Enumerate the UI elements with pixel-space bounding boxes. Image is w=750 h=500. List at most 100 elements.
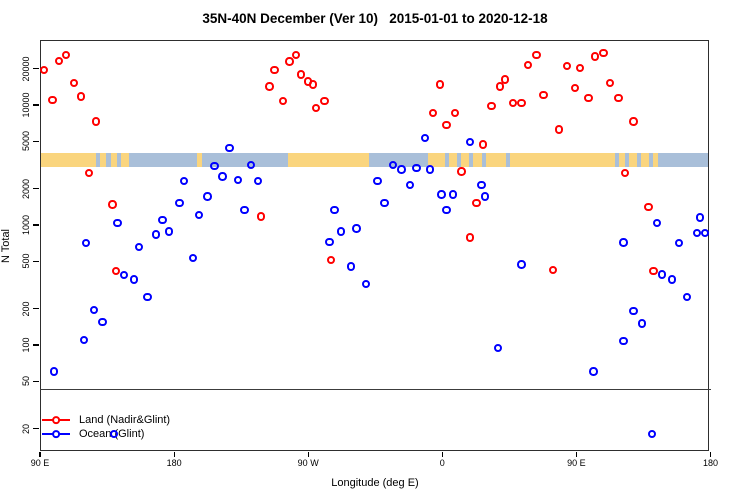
data-point-ocean [437, 190, 446, 199]
data-point-ocean [412, 163, 421, 173]
data-point-ocean [119, 270, 129, 280]
plot-area [40, 40, 709, 451]
data-point-land [532, 50, 541, 59]
strip-ocean-segment [96, 153, 101, 168]
data-point-ocean [667, 275, 677, 284]
data-point-land [76, 92, 85, 101]
strip-land-segment [619, 153, 626, 168]
data-point-ocean [188, 253, 197, 262]
legend-label-land: Land (Nadir&Glint) [79, 414, 171, 426]
strip-land-segment [486, 153, 507, 168]
data-point-land [570, 83, 580, 93]
data-point-land [84, 168, 94, 178]
data-point-ocean [493, 343, 503, 353]
data-point-land [320, 96, 329, 106]
data-point-ocean [347, 262, 356, 271]
data-point-ocean [380, 198, 389, 208]
data-point-land [590, 52, 600, 61]
data-point-ocean [682, 292, 691, 302]
data-point-land [270, 65, 279, 75]
data-point-land [620, 168, 630, 178]
data-point-land [517, 98, 526, 108]
data-point-land [54, 57, 64, 66]
data-point-land [614, 93, 623, 103]
data-point-ocean [362, 279, 371, 289]
data-point-ocean [180, 177, 189, 186]
data-point-land [39, 65, 49, 75]
strip-land-segment [653, 153, 659, 168]
data-point-land [465, 233, 475, 242]
plot-separator-line [40, 388, 711, 391]
strip-land-segment [110, 153, 118, 168]
data-point-land [555, 125, 564, 134]
data-point-land [457, 167, 466, 176]
data-point-ocean [425, 165, 435, 174]
data-point-ocean [480, 192, 489, 201]
data-point-land [435, 80, 444, 89]
strip-ocean-segment [456, 153, 462, 168]
y-tick-mark [33, 140, 39, 142]
strip-land-segment [41, 153, 97, 168]
data-point-land [450, 108, 459, 117]
data-point-land [69, 78, 79, 88]
x-tick-mark [441, 452, 443, 457]
data-point-land [575, 63, 585, 72]
data-point-ocean [619, 238, 628, 247]
data-point-ocean [405, 180, 414, 190]
strip-land-segment [449, 153, 458, 168]
data-point-land [285, 57, 294, 66]
x-tick-mark [307, 452, 309, 457]
data-point-land [108, 200, 117, 209]
strip-ocean-segment [444, 153, 450, 168]
x-tick-mark [39, 452, 41, 457]
strip-ocean-segment [481, 153, 487, 168]
x-tick-label: 90 E [567, 458, 586, 468]
data-point-ocean [330, 205, 339, 215]
data-point-ocean [373, 177, 382, 186]
data-point-ocean [246, 160, 256, 169]
data-point-land [278, 96, 288, 106]
data-point-land [442, 120, 451, 129]
data-point-land [584, 93, 593, 103]
data-point-ocean [647, 429, 657, 439]
data-point-land [472, 198, 481, 208]
data-point-land [61, 50, 70, 60]
x-tick-label: 180 [166, 458, 182, 468]
y-tick-label: 50 [21, 376, 31, 387]
data-point-ocean [79, 335, 89, 344]
data-point-land [111, 266, 121, 276]
data-point-ocean [175, 198, 184, 208]
data-point-land [478, 140, 488, 149]
legend-item-land: Land (Nadir&Glint) [42, 413, 170, 427]
y-axis-title: N Total [0, 228, 12, 264]
strip-land-segment [428, 153, 446, 168]
data-point-ocean [619, 336, 628, 346]
y-tick-mark [33, 188, 39, 190]
data-point-ocean [143, 292, 152, 302]
strip-land-segment [510, 153, 616, 168]
x-tick-label: 180 [702, 458, 719, 468]
data-point-land [291, 50, 301, 60]
strip-ocean-segment [201, 153, 289, 168]
data-point-ocean [674, 239, 684, 248]
land-ocean-map-strip [41, 153, 708, 168]
data-point-land [91, 117, 100, 126]
data-point-ocean [164, 227, 174, 236]
data-point-land [265, 82, 274, 91]
strip-ocean-segment [116, 153, 122, 168]
data-point-ocean [109, 429, 119, 439]
strip-ocean-segment [657, 153, 708, 168]
strip-ocean-segment [648, 153, 654, 168]
data-point-land [48, 95, 57, 104]
strip-land-segment [472, 153, 483, 168]
strip-land-segment [100, 153, 107, 168]
data-point-ocean [129, 275, 139, 284]
x-axis-title: Longitude (deg E) [331, 477, 419, 489]
data-point-ocean [637, 319, 646, 328]
data-point-ocean [465, 137, 475, 147]
y-tick-mark [33, 344, 39, 346]
data-point-land [500, 75, 510, 84]
data-point-ocean [89, 305, 99, 315]
strip-ocean-segment [505, 153, 511, 168]
